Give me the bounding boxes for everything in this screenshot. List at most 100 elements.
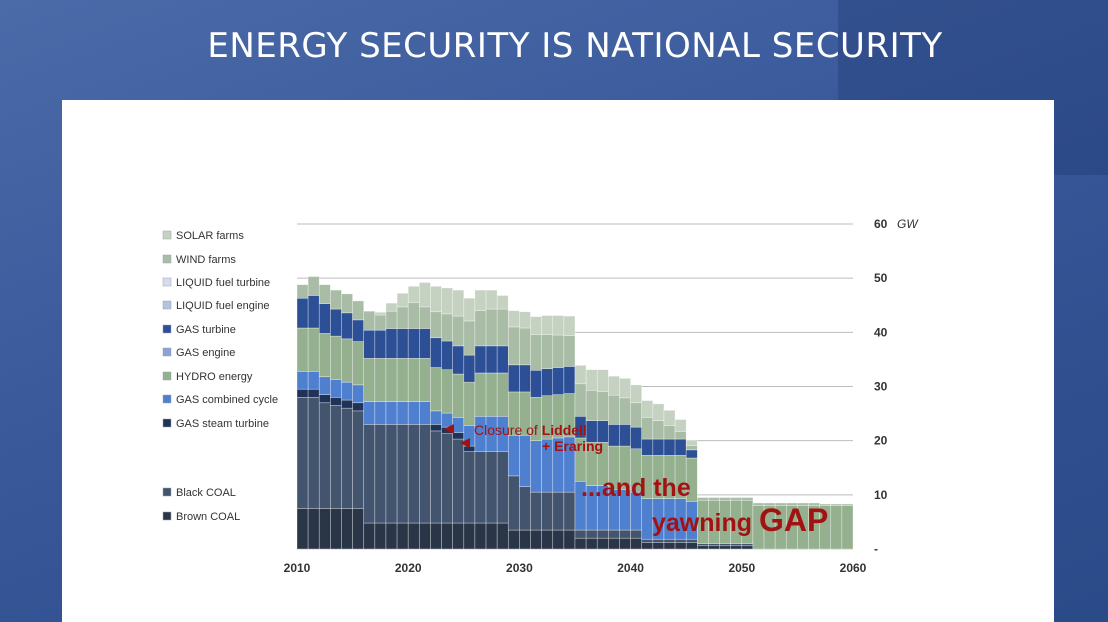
bar-segment-solar bbox=[585, 369, 598, 391]
bar-segment-hydro bbox=[330, 335, 342, 380]
bar-segment-brown_coal bbox=[441, 522, 453, 550]
bar-segment-brown_coal bbox=[685, 542, 698, 550]
bar-segment-wind bbox=[296, 284, 309, 299]
bar-segment-wind bbox=[396, 306, 409, 329]
bar-segment-black_coal bbox=[663, 538, 676, 543]
bar-segment-black_coal bbox=[474, 451, 487, 524]
bar-segment-gas_cc bbox=[407, 401, 420, 425]
bar-segment-gas_turbine bbox=[374, 329, 387, 359]
bar-segment-gas_cc bbox=[419, 401, 431, 425]
legend-swatch-brown_coal bbox=[162, 511, 172, 521]
legend-label-liquid_turbine: LIQUID fuel turbine bbox=[176, 277, 270, 289]
bar-segment-wind bbox=[719, 497, 731, 501]
legend-swatch-liquid_engine bbox=[162, 300, 172, 310]
bar-segment-wind bbox=[363, 310, 376, 331]
bar-segment-hydro bbox=[385, 358, 398, 402]
x-tick-label: 2030 bbox=[506, 561, 533, 575]
bar-segment-gas_cc bbox=[385, 401, 398, 425]
bar-segment-brown_coal bbox=[363, 522, 376, 550]
bar-segment-wind bbox=[485, 308, 498, 347]
bar-segment-wind bbox=[619, 397, 631, 425]
bar-segment-gas_cc bbox=[441, 412, 453, 428]
bar-segment-gas_cc bbox=[363, 401, 376, 425]
closure-arrow-1 bbox=[444, 424, 454, 434]
bar-segment-solar bbox=[641, 400, 654, 418]
bar-segment-brown_coal bbox=[552, 529, 565, 550]
legend-swatch-wind bbox=[162, 254, 172, 264]
bar-segment-gas_turbine bbox=[507, 364, 520, 393]
legend-label-brown_coal: Brown COAL bbox=[176, 511, 240, 523]
legend-swatch-hydro bbox=[162, 371, 172, 381]
bar-segment-gas_turbine bbox=[608, 424, 620, 447]
bar-segment-wind bbox=[552, 334, 565, 368]
bar-segment-black_coal bbox=[697, 543, 709, 547]
bar-segment-gas_cc bbox=[519, 434, 531, 488]
bar-segment-black_coal bbox=[341, 407, 353, 509]
bar-segment-gas_cc bbox=[530, 440, 542, 493]
bar-segment-gas_turbine bbox=[563, 366, 576, 394]
bar-segment-gas_turbine bbox=[463, 354, 476, 383]
bar-segment-black_coal bbox=[574, 529, 587, 539]
bar-segment-brown_coal bbox=[630, 537, 643, 550]
bar-segment-gas_turbine bbox=[496, 345, 509, 374]
bar-segment-wind bbox=[452, 315, 465, 347]
bar-segment-gas_turbine bbox=[519, 364, 531, 393]
bar-segment-hydro bbox=[407, 358, 420, 402]
bar-segment-gas_turbine bbox=[685, 449, 698, 459]
y-tick-label: 20 bbox=[874, 434, 888, 448]
legend-swatch-solar bbox=[162, 230, 172, 240]
bar-segment-wind bbox=[519, 327, 531, 366]
bar-segment-gas_turbine bbox=[430, 337, 442, 368]
bar-segment-gas_turbine bbox=[452, 345, 465, 375]
bar-segment-black_coal bbox=[552, 491, 565, 531]
bar-segment-hydro bbox=[296, 327, 309, 372]
bar-segment-gas_turbine bbox=[485, 345, 498, 374]
bar-segment-hydro bbox=[352, 341, 365, 386]
bar-segment-brown_coal bbox=[496, 522, 509, 550]
closure-annotation-line1: Closure of Liddell bbox=[474, 422, 587, 438]
bar-segment-gas_turbine bbox=[296, 297, 309, 329]
bar-segment-hydro bbox=[474, 372, 487, 417]
bar-segment-solar bbox=[463, 297, 476, 322]
bar-segment-brown_coal bbox=[485, 522, 498, 550]
bar-segment-solar bbox=[374, 311, 387, 316]
bar-segment-wind bbox=[730, 497, 743, 501]
bar-segment-gas_turbine bbox=[396, 328, 409, 359]
bar-segment-wind bbox=[507, 326, 520, 366]
y-tick-label: 50 bbox=[874, 271, 888, 285]
bar-segment-gas_turbine bbox=[474, 345, 487, 374]
bar-segment-brown_coal bbox=[341, 508, 353, 550]
bar-segment-black_coal bbox=[374, 424, 387, 524]
slide-title: ENERGY SECURITY IS NATIONAL SECURITY bbox=[207, 26, 943, 66]
bar-segment-solar bbox=[485, 289, 498, 310]
bar-segment-hydro bbox=[485, 372, 498, 417]
bar-segment-hydro bbox=[463, 381, 476, 426]
bar-segment-brown_coal bbox=[619, 537, 631, 550]
legend-label-gas_engine: GAS engine bbox=[176, 347, 235, 359]
legend-swatch-gas_turbine bbox=[162, 324, 172, 334]
bar-segment-hydro bbox=[841, 505, 854, 550]
bar-segment-solar bbox=[419, 282, 431, 308]
bar-segment-wind bbox=[441, 313, 453, 342]
bar-segment-solar bbox=[441, 287, 453, 315]
bar-segment-solar bbox=[519, 311, 531, 329]
bar-segment-wind bbox=[530, 334, 542, 371]
gap-annotation-line1: ...and the bbox=[581, 474, 691, 502]
bar-segment-brown_coal bbox=[352, 508, 365, 550]
bar-segment-wind bbox=[419, 306, 431, 329]
bar-segment-brown_coal bbox=[407, 522, 420, 550]
bar-segment-solar bbox=[619, 378, 631, 399]
bar-segment-gas_cc bbox=[341, 381, 353, 401]
closure-annotation-line2: + Eraring bbox=[542, 438, 603, 454]
bar-segment-gas_turbine bbox=[630, 426, 643, 450]
bar-segment-black_coal bbox=[730, 543, 743, 547]
y-axis: - 10 20 30 40 50 60 bbox=[874, 217, 888, 556]
bar-segment-wind bbox=[608, 394, 620, 425]
bar-segment-gas_steam bbox=[307, 388, 320, 398]
bar-segment-black_coal bbox=[385, 424, 398, 524]
bar-segment-black_coal bbox=[407, 424, 420, 524]
bar-segment-brown_coal bbox=[396, 522, 409, 550]
bar-segment-hydro bbox=[396, 358, 409, 402]
bar-segment-gas_steam bbox=[296, 388, 309, 398]
bar-segment-wind bbox=[407, 302, 420, 329]
